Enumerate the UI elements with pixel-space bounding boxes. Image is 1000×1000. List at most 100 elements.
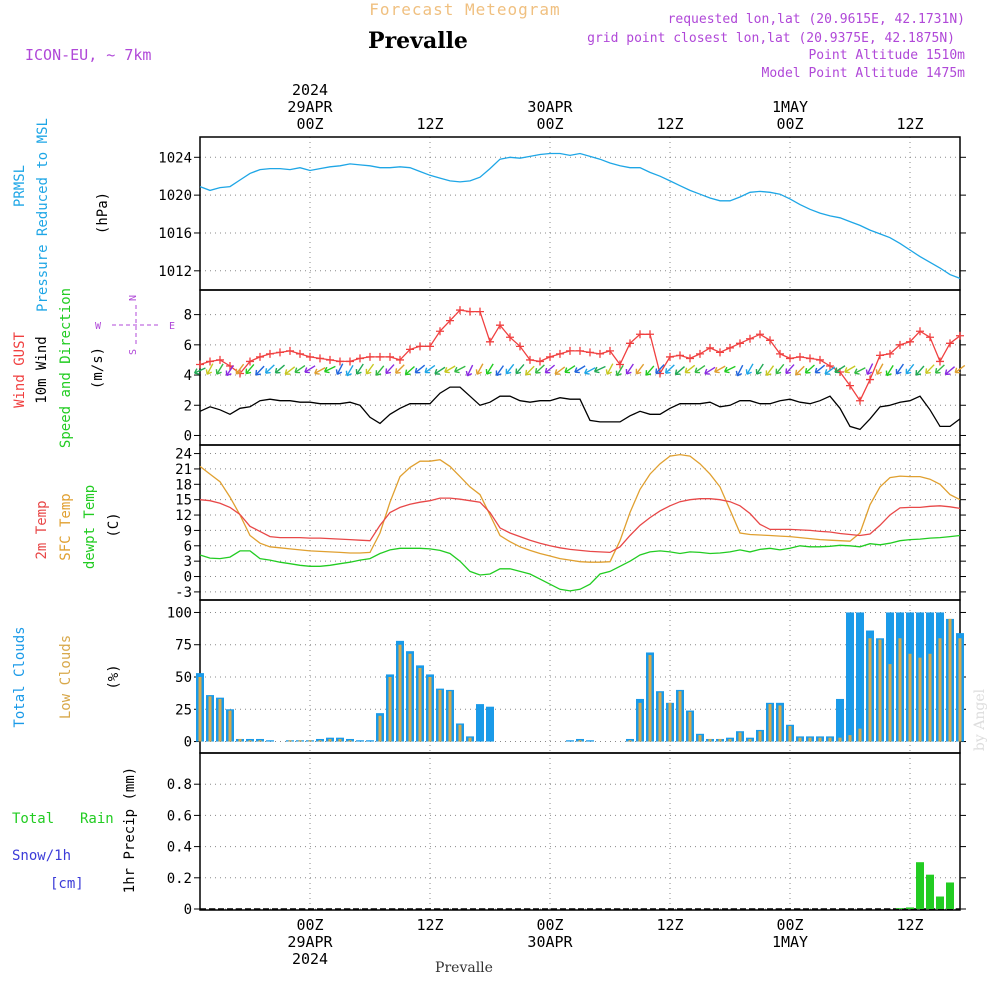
arrow-head: [424, 367, 431, 374]
arrow-shaft: [245, 363, 255, 375]
wind-direction-arrow: [615, 365, 624, 377]
y-tick-label: 0.6: [167, 808, 192, 824]
wind-direction-arrow: [404, 365, 415, 376]
arrow-shaft: [954, 364, 966, 374]
temp-2m-line: [199, 497, 961, 554]
arrow-shaft: [655, 364, 665, 374]
rain-bar: [936, 896, 944, 909]
compass-e: E: [169, 321, 175, 332]
wind-direction-arrow: [205, 363, 214, 375]
arrow-shaft: [675, 366, 685, 375]
arrow-head: [414, 367, 421, 374]
footer-station: Prevalle: [435, 960, 493, 976]
gust-marker: [376, 352, 384, 361]
arrow-head: [284, 369, 291, 375]
wind-direction-arrow: [735, 364, 744, 377]
forecast-title: Forecast Meteogram: [369, 0, 560, 19]
low-cloud-bar: [338, 738, 342, 742]
gust-marker: [566, 346, 574, 355]
pressure-reduced-label: Pressure Reduced to MSL: [35, 118, 51, 312]
arrow-head: [485, 369, 492, 375]
arrow-head: [564, 367, 571, 374]
arrow-shaft: [495, 365, 505, 376]
arrow-head: [714, 367, 720, 374]
low-cloud-bar: [728, 738, 732, 742]
arrow-head: [264, 368, 271, 374]
arrow-shaft: [714, 365, 726, 373]
gust-marker: [266, 349, 274, 358]
arrow-shaft: [746, 363, 754, 375]
arrow-head: [525, 369, 531, 376]
y-tick-label: 1020: [158, 188, 192, 204]
low-cloud-bar: [318, 740, 322, 742]
gust-marker: [576, 346, 584, 355]
y-tick-label: 12: [175, 508, 192, 524]
arrow-head: [323, 366, 330, 374]
total-cloud-bar: [486, 706, 494, 742]
low-cloud-bar: [218, 698, 222, 742]
low-cloud-bar: [638, 702, 642, 742]
top-time-label: 30APR: [527, 98, 573, 116]
wind-direction-arrow: [444, 365, 456, 374]
arrow-head: [304, 367, 310, 374]
gust-marker: [216, 355, 224, 364]
arrow-shaft: [194, 367, 206, 374]
arrow-head: [745, 369, 752, 375]
low-cloud-bar: [378, 715, 382, 742]
arrow-shaft: [486, 363, 494, 375]
gust-marker: [916, 327, 924, 336]
wind-direction-arrow: [525, 365, 535, 376]
gust-marker: [326, 355, 334, 364]
low-cloud-bar: [798, 737, 802, 742]
arrow-shaft: [724, 365, 736, 373]
low-cloud-bar: [228, 710, 232, 742]
low-cloud-bar: [858, 728, 862, 742]
low-cloud-bar: [898, 638, 902, 742]
arrow-head: [454, 366, 460, 374]
arrow-head: [475, 369, 482, 375]
arrow-head: [925, 368, 931, 375]
wind-direction-arrow: [824, 366, 836, 375]
gust-marker: [936, 357, 944, 366]
arrow-shaft: [886, 365, 894, 376]
wind-direction-arrow: [865, 363, 874, 376]
wind-direction-arrow: [365, 363, 375, 375]
gust-marker: [606, 346, 614, 355]
wind-direction-arrow: [375, 365, 385, 376]
arrow-head: [225, 370, 232, 377]
arrow-head: [554, 369, 561, 375]
arrow-shaft: [876, 363, 884, 375]
y-tick-label: 6: [184, 338, 192, 354]
gust-marker: [726, 343, 734, 352]
arrow-shaft: [535, 364, 545, 374]
y-tick-label: 0.8: [167, 777, 192, 793]
arrow-shaft: [515, 364, 525, 374]
wind-direction-arrow: [885, 365, 894, 377]
arrow-head: [235, 368, 242, 375]
arrow-shaft: [336, 363, 344, 375]
wind-direction-arrow: [564, 365, 576, 374]
arrow-shaft: [454, 365, 466, 373]
wind-direction-arrow: [574, 365, 586, 374]
arrow-head: [215, 369, 222, 375]
arrow-shaft: [635, 363, 645, 375]
low-cloud-bar: [398, 644, 402, 742]
wind-direction-arrow: [925, 364, 935, 375]
y-tick-label: -3: [175, 585, 192, 601]
wind-direction-arrow: [264, 364, 275, 374]
gust-marker: [706, 343, 714, 352]
compass-n: N: [128, 295, 139, 301]
arrow-shaft: [304, 365, 316, 373]
arrow-head: [434, 368, 441, 375]
low-cloud-bar: [678, 691, 682, 742]
arrow-head: [684, 367, 691, 374]
arrow-head: [865, 369, 873, 376]
gust-marker: [476, 307, 484, 316]
gust-marker: [596, 349, 604, 358]
gust-marker: [866, 375, 874, 384]
arrow-shaft: [866, 363, 874, 375]
y-tick-label: 0: [184, 902, 192, 918]
gust-marker: [356, 354, 364, 363]
low-cloud-bar: [248, 740, 252, 742]
